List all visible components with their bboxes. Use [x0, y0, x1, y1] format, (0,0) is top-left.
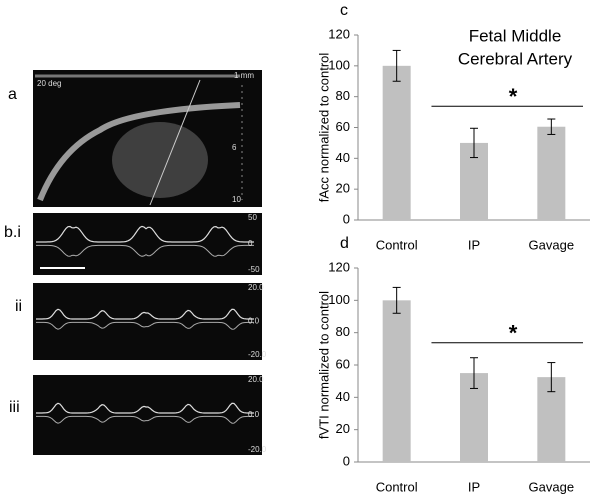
waveform — [36, 415, 254, 424]
panel-label: b.i — [4, 224, 21, 241]
image-text: -20.0 — [248, 445, 267, 454]
image-text: 20 deg — [37, 79, 61, 88]
waveform — [36, 308, 254, 320]
panel-label: ii — [15, 298, 22, 315]
y-tick-label: 120 — [328, 259, 350, 274]
annotation: * — [509, 84, 518, 109]
bar — [537, 126, 566, 220]
y-tick-label: 20 — [336, 421, 350, 436]
annotation: * — [509, 321, 518, 346]
x-tick-label: Control — [376, 479, 418, 494]
error-bar — [470, 357, 478, 389]
image-text: -20.0 — [248, 350, 267, 359]
image-text: 50 — [248, 213, 257, 222]
image-iii — [33, 375, 262, 455]
bar — [382, 65, 411, 220]
x-tick-label: Gavage — [529, 237, 575, 252]
x-tick-label: Control — [376, 237, 418, 252]
tissue — [112, 122, 208, 198]
y-tick-label: 60 — [336, 119, 350, 134]
error-bar — [547, 362, 556, 393]
error-bar — [547, 118, 556, 135]
panel-label: iii — [9, 399, 20, 416]
waveform — [36, 244, 254, 257]
chart-title: Cerebral Artery — [458, 49, 573, 68]
chart-title: Fetal Middle — [469, 26, 562, 45]
panel-label: a — [8, 86, 17, 103]
y-tick-label: 20 — [336, 181, 350, 196]
x-tick-label: IP — [468, 237, 480, 252]
image-text: 20.0 — [248, 375, 264, 384]
image-bi — [33, 213, 262, 275]
image-text: 0 — [248, 239, 253, 248]
bar — [382, 300, 411, 462]
y-axis-label: fVTI normalized to control — [316, 291, 331, 439]
error-bar — [470, 127, 478, 159]
x-tick-label: Gavage — [529, 479, 575, 494]
image-text: 0.0 — [248, 317, 260, 326]
image-text: -50 — [248, 265, 260, 274]
image-ii — [33, 283, 262, 360]
y-tick-label: 0 — [343, 211, 350, 226]
waveform — [36, 402, 254, 414]
panel-label: d — [340, 235, 349, 252]
y-axis-label: fAcc normalized to control — [316, 53, 331, 203]
image-text: 20.0 — [248, 283, 264, 292]
y-tick-label: 0 — [343, 453, 350, 468]
x-tick-label: IP — [468, 479, 480, 494]
cursor-line — [149, 79, 201, 206]
image-text: 10 — [232, 195, 241, 204]
y-tick-label: 100 — [328, 57, 350, 72]
error-bar — [392, 49, 401, 82]
ultrasound-images — [33, 70, 262, 455]
y-tick-label: 80 — [336, 324, 350, 339]
y-tick-label: 100 — [328, 292, 350, 307]
error-bar — [392, 286, 401, 314]
y-tick-label: 80 — [336, 88, 350, 103]
y-tick-label: 40 — [336, 150, 350, 165]
y-tick-label: 120 — [328, 26, 350, 41]
image-text: 6 — [232, 143, 237, 152]
tissue — [37, 102, 241, 202]
image-text: 0.0 — [248, 410, 260, 419]
waveform — [36, 225, 254, 243]
y-tick-label: 60 — [336, 356, 350, 371]
panel-label: c — [340, 2, 348, 19]
image-text: 1 mm — [234, 71, 254, 80]
waveform — [36, 321, 254, 330]
y-tick-label: 40 — [336, 389, 350, 404]
